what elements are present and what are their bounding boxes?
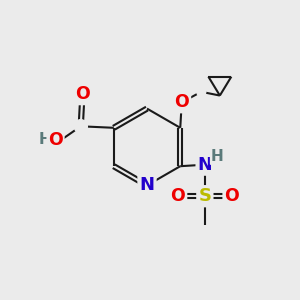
Text: N: N: [197, 156, 212, 174]
Text: S: S: [198, 187, 212, 205]
Text: N: N: [140, 176, 154, 194]
Text: O: O: [174, 93, 189, 111]
Circle shape: [197, 87, 206, 96]
Text: O: O: [75, 85, 90, 103]
Text: O: O: [48, 131, 63, 149]
Text: O: O: [170, 187, 185, 205]
Circle shape: [74, 120, 87, 133]
Text: H: H: [38, 132, 51, 147]
Text: H: H: [211, 149, 224, 164]
Text: O: O: [224, 187, 239, 205]
